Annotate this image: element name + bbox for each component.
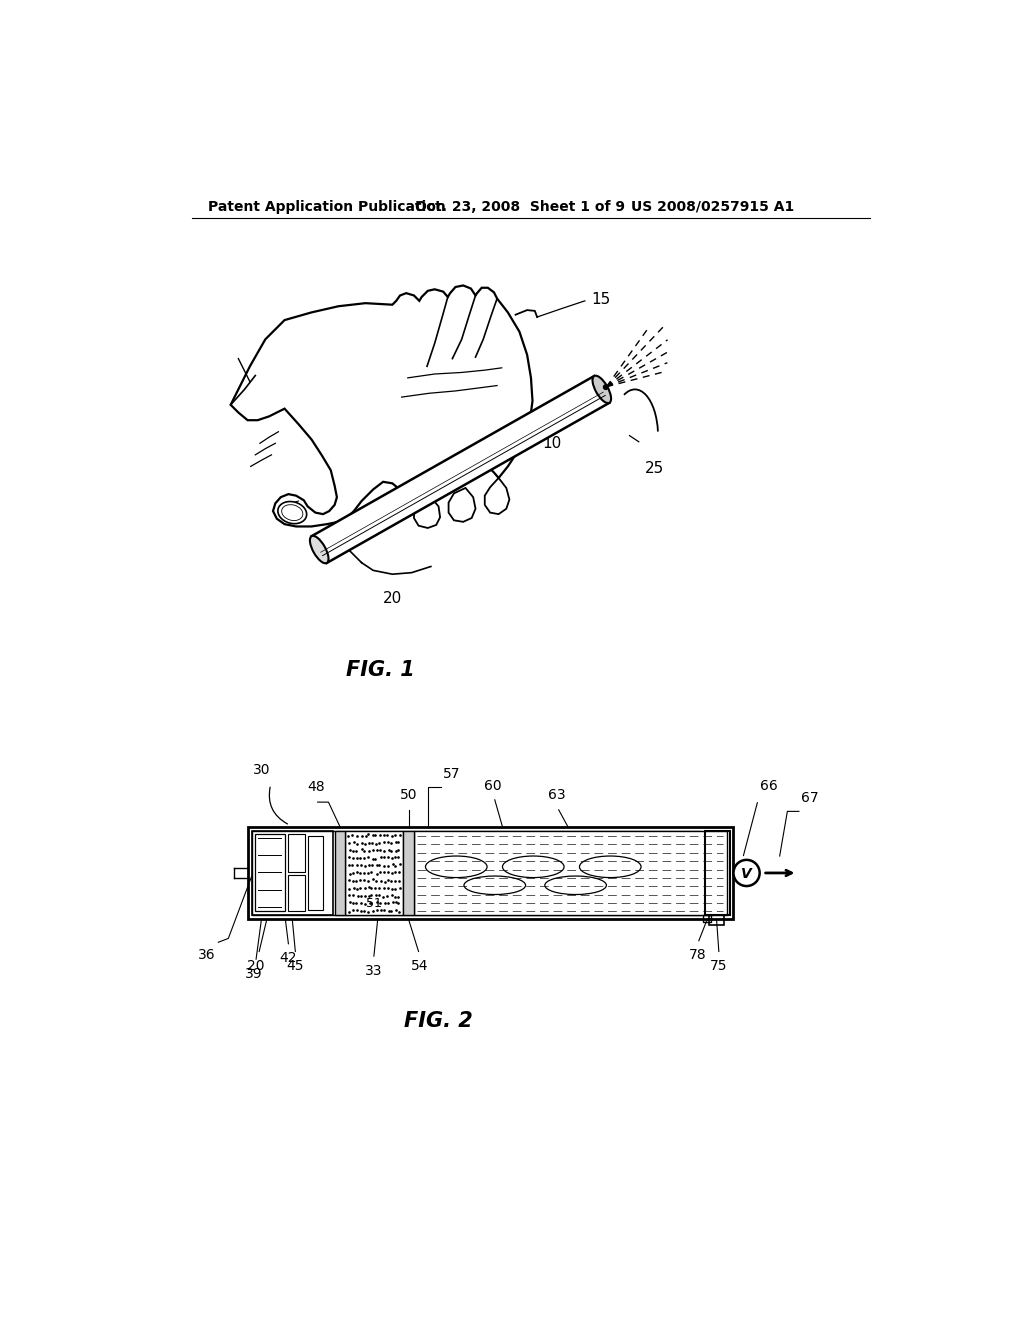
- Text: 30: 30: [253, 763, 270, 776]
- Text: 66: 66: [761, 779, 778, 793]
- Bar: [703, 915, 711, 923]
- Circle shape: [733, 859, 760, 886]
- Text: Patent Application Publication: Patent Application Publication: [208, 199, 445, 214]
- Bar: [335, 832, 345, 915]
- Text: 45: 45: [287, 960, 304, 973]
- Bar: [288, 875, 304, 911]
- Text: 20: 20: [247, 960, 264, 973]
- Text: 25: 25: [645, 461, 665, 477]
- Text: 20: 20: [383, 591, 402, 606]
- Ellipse shape: [593, 376, 611, 403]
- Text: 67: 67: [801, 791, 819, 805]
- Text: 78: 78: [688, 948, 707, 962]
- Bar: [705, 832, 730, 915]
- Bar: [288, 834, 304, 873]
- Text: FIG. 2: FIG. 2: [404, 1011, 473, 1031]
- Circle shape: [603, 385, 608, 389]
- Text: 15: 15: [591, 292, 610, 306]
- Bar: [248, 826, 733, 919]
- Bar: [307, 836, 323, 909]
- Text: 57: 57: [443, 767, 461, 780]
- Text: 75: 75: [710, 960, 728, 973]
- Bar: [403, 832, 414, 915]
- Bar: [414, 832, 727, 915]
- Polygon shape: [449, 488, 475, 521]
- Text: 54: 54: [412, 960, 429, 973]
- Text: 50: 50: [399, 788, 418, 803]
- Ellipse shape: [310, 536, 329, 564]
- Text: FIG. 1: FIG. 1: [346, 660, 415, 680]
- Text: US 2008/0257915 A1: US 2008/0257915 A1: [631, 199, 795, 214]
- Text: 10: 10: [543, 436, 562, 451]
- Text: 36: 36: [198, 948, 215, 962]
- Bar: [709, 915, 724, 925]
- Text: 48: 48: [307, 780, 325, 795]
- Bar: [255, 834, 285, 911]
- Polygon shape: [311, 376, 609, 562]
- Text: 33: 33: [366, 964, 383, 978]
- Text: 42: 42: [280, 952, 297, 965]
- Ellipse shape: [278, 502, 306, 524]
- Text: Oct. 23, 2008  Sheet 1 of 9: Oct. 23, 2008 Sheet 1 of 9: [416, 199, 626, 214]
- Polygon shape: [230, 285, 532, 527]
- Text: 39: 39: [245, 966, 262, 981]
- Text: 60: 60: [484, 779, 502, 793]
- Text: V: V: [741, 867, 752, 882]
- Text: 63: 63: [548, 788, 566, 803]
- Bar: [252, 832, 701, 915]
- Polygon shape: [414, 498, 440, 528]
- Bar: [252, 832, 333, 915]
- Polygon shape: [484, 478, 509, 515]
- Bar: [345, 832, 403, 915]
- Text: 51: 51: [366, 898, 382, 911]
